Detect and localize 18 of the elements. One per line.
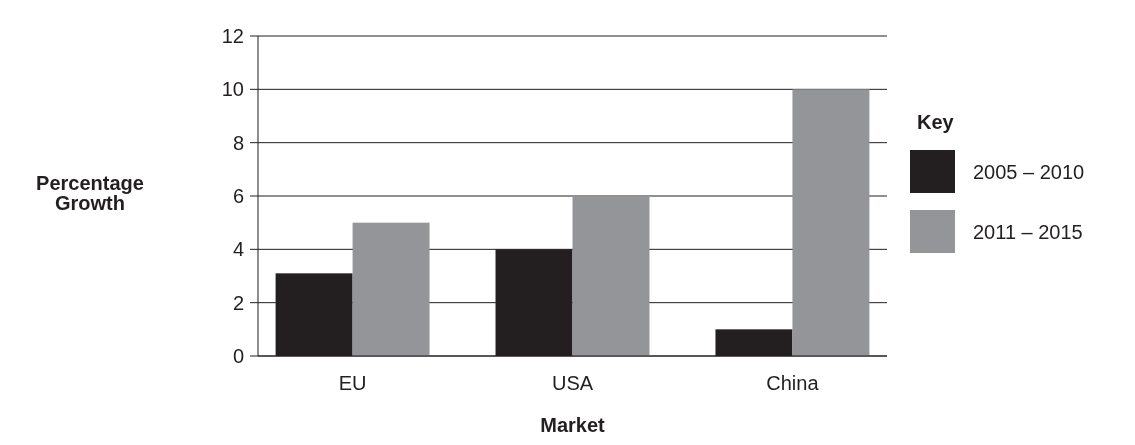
y-tick-label: 4 [232, 238, 244, 261]
legend-label: 2005 – 2010 [973, 161, 1085, 183]
legend-label: 2011 – 2015 [973, 221, 1083, 243]
y-axis-title: Percentage Growth [36, 172, 144, 214]
legend-title: Key [917, 111, 955, 133]
y-tick-label: 8 [232, 131, 244, 154]
y-tick-label: 12 [221, 25, 244, 47]
x-tick-label: China [766, 372, 820, 394]
y-tick-label: 2 [232, 291, 244, 314]
x-tick-label: EU [338, 372, 367, 394]
bar [792, 89, 870, 356]
bar [352, 222, 430, 356]
y-tick-label: 6 [232, 185, 244, 207]
x-tick-label: USA [551, 372, 594, 394]
y-tick-label: 10 [221, 78, 244, 101]
bar [572, 196, 650, 356]
y-tick-label: 0 [232, 345, 244, 367]
x-axis-title: Market [540, 414, 606, 436]
